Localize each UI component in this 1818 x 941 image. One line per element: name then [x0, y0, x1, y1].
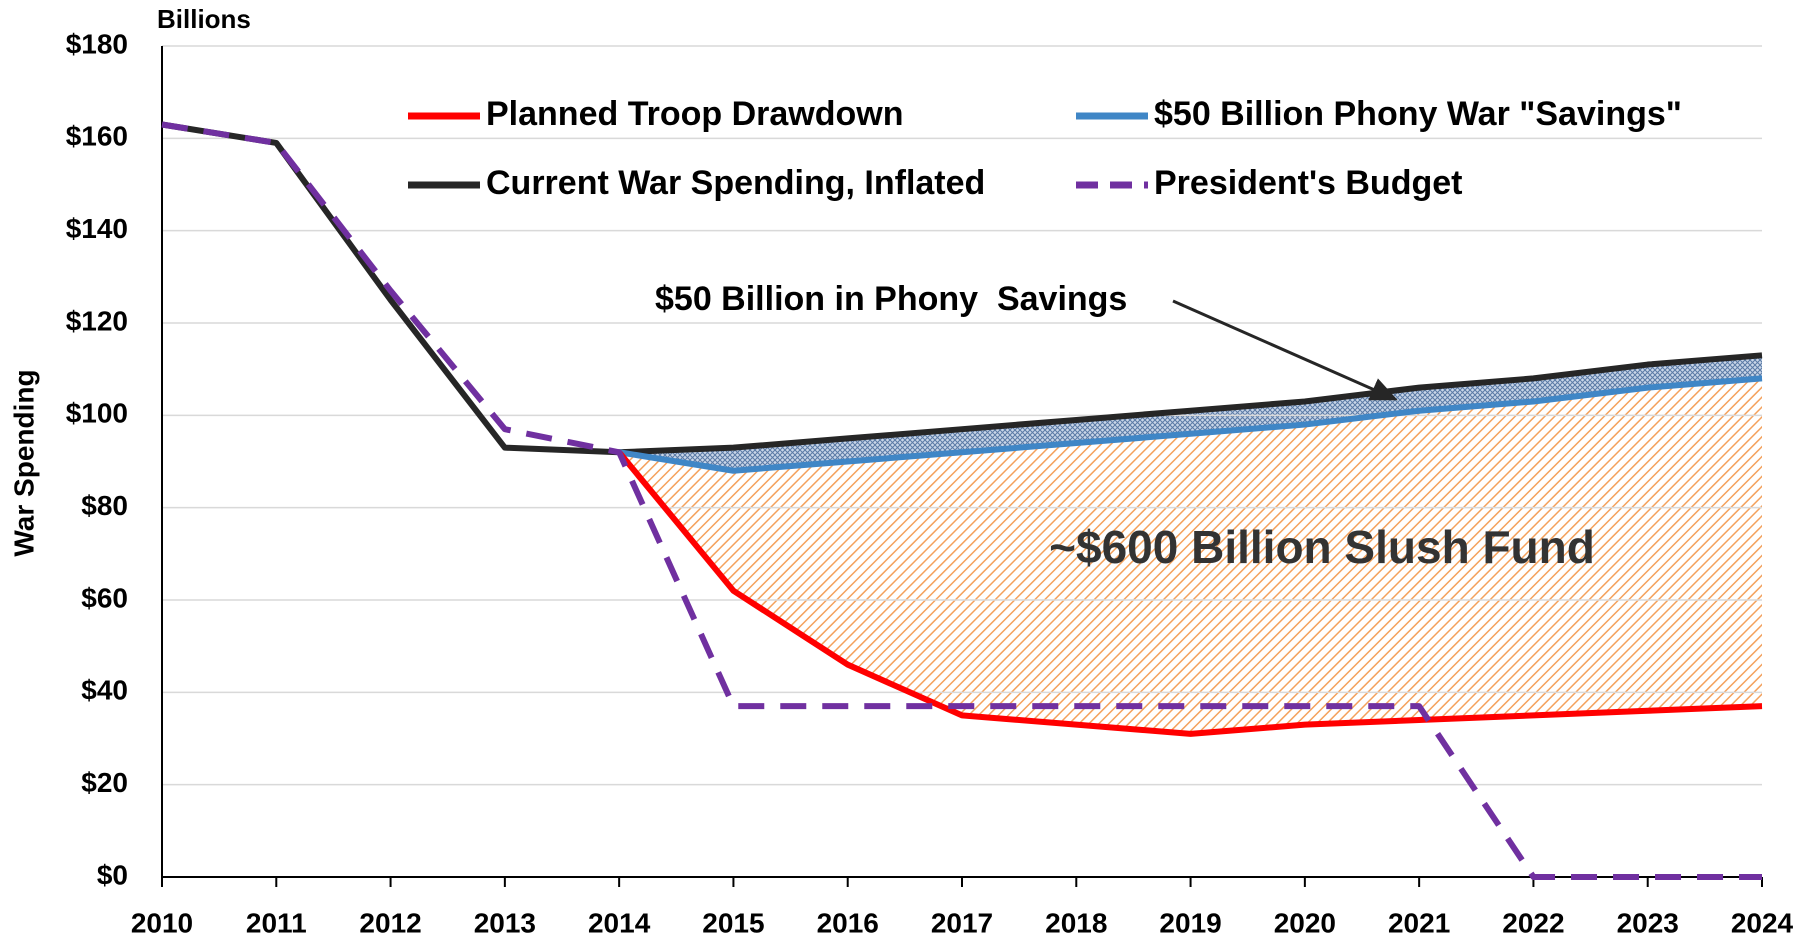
x-tick-label: 2017 — [931, 907, 993, 938]
legend-label: Planned Troop Drawdown — [486, 95, 903, 133]
y-tick-label: $160 — [66, 121, 128, 152]
x-tick-label: 2015 — [702, 907, 764, 938]
x-tick-label: 2016 — [817, 907, 879, 938]
legend-label: $50 Billion Phony War "Savings" — [1154, 95, 1682, 133]
x-tick-label: 2021 — [1388, 907, 1450, 938]
x-tick-label: 2024 — [1731, 907, 1794, 938]
legend-label: Current War Spending, Inflated — [486, 164, 985, 202]
shaded-area — [619, 378, 1763, 734]
y-tick-label: $0 — [97, 859, 128, 890]
legend-label: President's Budget — [1154, 164, 1462, 202]
x-tick-label: 2019 — [1159, 907, 1221, 938]
y-tick-label: $140 — [66, 213, 128, 244]
x-tick-label: 2022 — [1502, 907, 1564, 938]
x-tick-label: 2011 — [246, 907, 307, 938]
y-tick-label: $60 — [81, 582, 128, 613]
y-tick-label: $80 — [81, 490, 128, 521]
x-tick-label: 2013 — [474, 907, 536, 938]
x-tick-label: 2014 — [588, 907, 651, 938]
x-tick-label: 2018 — [1045, 907, 1107, 938]
y-tick-label: $40 — [81, 675, 128, 706]
annotation: ~$600 Billion Slush Fund — [1049, 521, 1595, 573]
series-line — [161, 121, 1762, 880]
y-tick-label: $20 — [81, 767, 128, 798]
y-tick-label: $180 — [66, 28, 128, 59]
x-tick-label: 2020 — [1274, 907, 1336, 938]
series-line — [618, 375, 1763, 474]
y-tick-label: $100 — [66, 398, 128, 429]
x-tick-label: 2010 — [131, 907, 193, 938]
x-tick-label: 2012 — [359, 907, 421, 938]
x-tick-label: 2023 — [1617, 907, 1679, 938]
unit-label: Billions — [157, 4, 251, 34]
series-line — [616, 450, 1763, 737]
y-axis-label: War Spending — [8, 369, 39, 556]
annotation-arrow — [1172, 299, 1398, 401]
annotation: $50 Billion in Phony Savings — [655, 280, 1127, 318]
y-tick-label: $120 — [66, 305, 128, 336]
series-line — [161, 121, 1763, 456]
